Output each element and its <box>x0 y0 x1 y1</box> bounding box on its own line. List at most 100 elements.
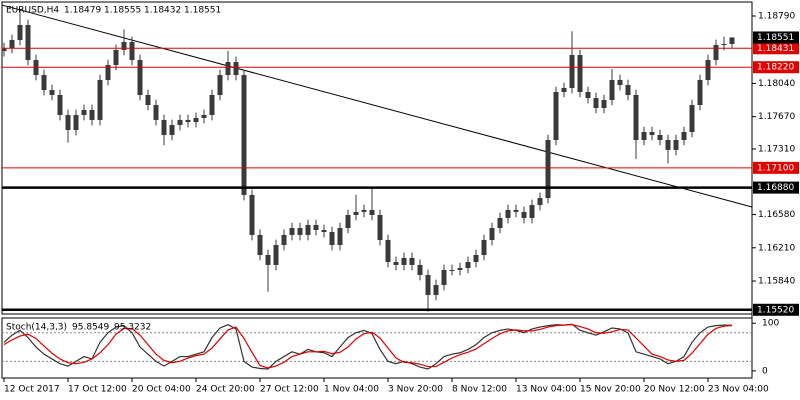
price-panel <box>1 1 753 315</box>
candle-body <box>185 119 191 123</box>
candle-body <box>681 131 687 140</box>
ohlc-label: 1.18551 <box>184 6 221 16</box>
level-label: 1.18220 <box>757 63 794 73</box>
candle-body <box>417 264 423 276</box>
candle-body <box>713 45 719 61</box>
y-tick-label: 1.15840 <box>758 277 795 287</box>
candle-body <box>313 224 319 231</box>
candle-body <box>377 215 383 240</box>
candle-body <box>433 284 439 295</box>
candle-body <box>289 228 295 235</box>
level-tag <box>753 61 799 74</box>
candle-body <box>145 94 151 106</box>
candle-body <box>489 228 495 240</box>
candle-body <box>721 43 727 46</box>
candle-body <box>473 254 479 262</box>
candle-body <box>17 24 23 41</box>
candle-body <box>305 224 311 235</box>
candle-body <box>201 115 207 118</box>
candle-body <box>177 119 183 125</box>
candle-body <box>393 261 399 265</box>
level-label: 1.18431 <box>757 44 794 54</box>
level-tag <box>753 161 799 174</box>
candle-body <box>633 94 639 140</box>
y-tick-label: 1.18790 <box>758 12 795 22</box>
candle-body <box>329 231 335 246</box>
x-tick-label: 15 Nov 20:00 <box>580 385 641 395</box>
candle-body <box>129 41 135 61</box>
candle-body <box>1 47 7 52</box>
candle-body <box>569 55 575 88</box>
candle-body <box>265 254 271 265</box>
candle-body <box>257 234 263 255</box>
candle-body <box>153 105 159 120</box>
candle-body <box>497 217 503 229</box>
candle-body <box>225 62 231 76</box>
candle-body <box>193 117 199 123</box>
candle-body <box>617 79 623 86</box>
candle-body <box>113 49 119 65</box>
candle-body <box>81 109 87 116</box>
candle-body <box>705 60 711 80</box>
x-tick-label: 27 Oct 12:00 <box>260 385 319 395</box>
candle-body <box>585 92 591 99</box>
x-tick-label: 20 Oct 04:00 <box>132 385 191 395</box>
candle-body <box>465 261 471 269</box>
level-tag <box>753 303 799 316</box>
candle-body <box>337 228 343 246</box>
candle-body <box>441 269 447 285</box>
candle-body <box>209 94 215 116</box>
x-tick-label: 8 Nov 12:00 <box>452 385 507 395</box>
x-tick-label: 1 Nov 04:00 <box>324 385 379 395</box>
candle-body <box>729 37 735 44</box>
candle-body <box>481 239 487 255</box>
candle-body <box>161 119 167 135</box>
ohlc-label: 1.18432 <box>144 6 181 16</box>
x-tick-label: 24 Oct 20:00 <box>196 385 255 395</box>
x-tick-label: 20 Nov 12:00 <box>644 385 705 395</box>
y-tick-label: 1.16210 <box>758 243 795 253</box>
candle-body <box>673 139 679 150</box>
candle-body <box>369 209 375 216</box>
candle-body <box>321 230 327 232</box>
candle-body <box>121 41 127 50</box>
y-tick-label: 1.17670 <box>758 112 795 122</box>
candle-body <box>505 209 511 218</box>
indicator-value: 95.8549 <box>72 323 109 333</box>
candle-body <box>41 75 47 91</box>
level-label: 1.17100 <box>757 163 794 173</box>
y-tick-label: 100 <box>762 319 779 329</box>
candle-body <box>529 205 535 218</box>
level-tag <box>753 42 799 55</box>
candle-body <box>649 131 655 135</box>
y-tick-label: 1.16580 <box>758 210 795 220</box>
candle-body <box>521 211 527 218</box>
candle-body <box>57 94 63 116</box>
last-price-tag <box>753 31 799 44</box>
level-label: 1.16880 <box>757 183 794 193</box>
x-tick-label: 3 Nov 20:00 <box>388 385 443 395</box>
candle-body <box>361 209 367 212</box>
candle-body <box>593 98 599 109</box>
last-price-label: 1.18551 <box>757 33 794 43</box>
indicator-value: 95.3232 <box>114 323 151 333</box>
candle-body <box>249 194 255 235</box>
candle-body <box>697 79 703 106</box>
candle-body <box>297 228 303 235</box>
trendline <box>1 4 753 208</box>
x-tick-label: 17 Oct 12:00 <box>68 385 127 395</box>
candle-body <box>577 55 583 93</box>
candle-body <box>665 139 671 150</box>
candle-body <box>537 198 543 206</box>
candle-body <box>401 257 407 265</box>
candle-body <box>273 245 279 265</box>
candle-body <box>513 209 519 212</box>
candle-body <box>409 257 415 265</box>
candle-body <box>545 139 551 199</box>
ohlc-label: 1.18479 <box>64 6 101 16</box>
level-label: 1.15520 <box>757 305 794 315</box>
x-tick-label: 12 Oct 2017 <box>4 385 60 395</box>
candle-body <box>73 115 79 131</box>
candle-body <box>89 109 95 120</box>
